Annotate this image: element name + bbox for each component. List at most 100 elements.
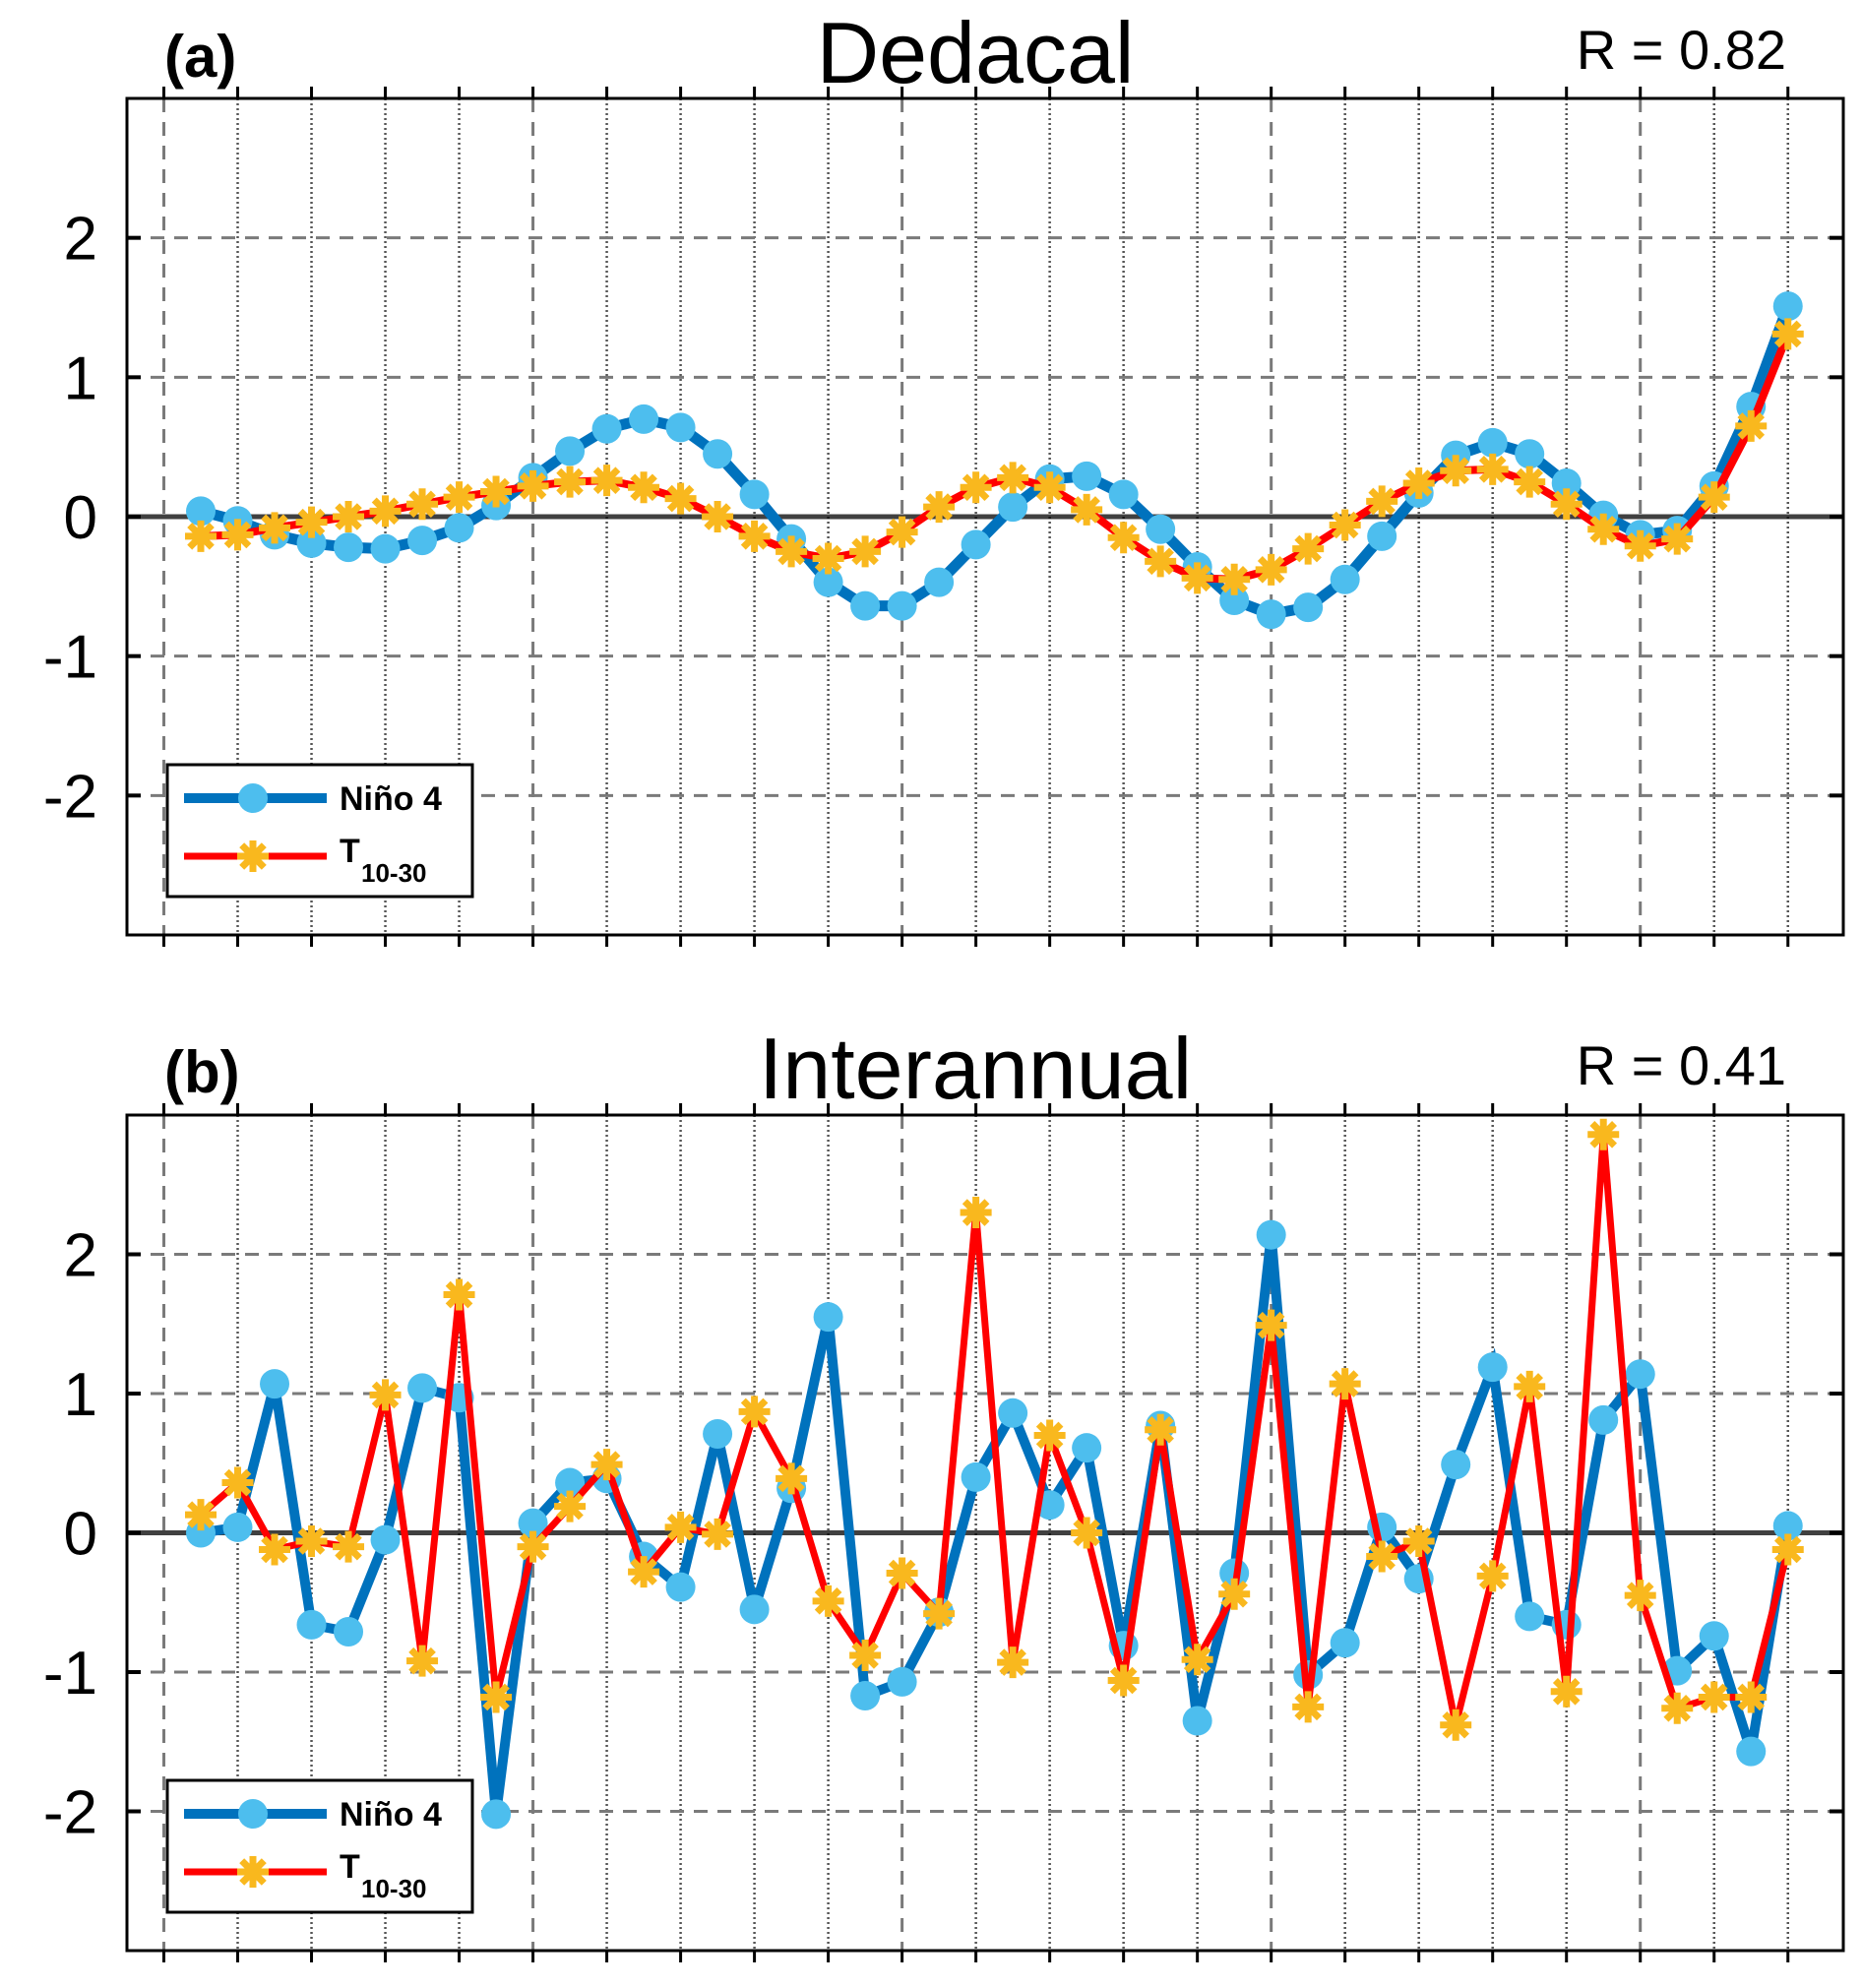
nino4-point — [1330, 1628, 1360, 1658]
t1030-point — [1071, 1517, 1103, 1549]
star-spoke — [482, 477, 510, 506]
y-tick-label: 1 — [64, 344, 97, 412]
star-spoke — [1035, 473, 1064, 502]
nino4-point — [1772, 1511, 1803, 1541]
star-spoke — [1257, 556, 1285, 584]
legend-nino4-label: Niño 4 — [340, 780, 442, 818]
star-spoke — [1663, 525, 1692, 553]
t1030-point — [369, 1379, 402, 1411]
t1030-point — [1033, 1419, 1066, 1452]
nino4-point — [1515, 1601, 1545, 1632]
nino4-point — [1293, 592, 1324, 623]
t1030-point — [406, 488, 439, 521]
plot-border — [125, 1113, 1845, 1953]
t1030-markers — [185, 318, 1804, 595]
t1030-point — [960, 471, 992, 504]
star-spoke — [592, 1451, 621, 1478]
nino4-point — [887, 590, 917, 621]
t1030-point — [1440, 455, 1472, 487]
star-spoke — [1368, 487, 1396, 516]
t1030-point — [1661, 1692, 1694, 1724]
legend-t1030-marker — [237, 1856, 269, 1888]
star-spoke — [1147, 1416, 1174, 1444]
nino4-point — [1551, 468, 1582, 498]
t1030-point — [590, 465, 623, 497]
nino4-point — [334, 1616, 364, 1646]
star-spoke — [1257, 1311, 1285, 1339]
t1030-point — [1476, 1560, 1509, 1592]
t1030-point — [886, 1557, 918, 1589]
nino4-markers — [186, 1219, 1803, 1830]
star-spoke — [223, 1468, 252, 1497]
t1030-point — [664, 1511, 697, 1543]
star-spoke — [704, 1521, 731, 1548]
nino4-point — [518, 1508, 548, 1538]
t1030-point — [406, 1645, 439, 1677]
nino4-point — [739, 1594, 770, 1625]
star-spoke — [297, 508, 326, 536]
nino4-point — [444, 513, 474, 543]
t1030-point — [1624, 1580, 1656, 1612]
star-spoke — [1183, 564, 1211, 592]
star-spoke — [1773, 1535, 1802, 1564]
t1030-point — [1181, 1644, 1213, 1676]
star-spoke — [482, 1683, 510, 1711]
axes-frame: 2 1 0 -1 -2 — [43, 1103, 1845, 1962]
y-tick-label: 2 — [64, 1222, 97, 1290]
t1030-point — [776, 1462, 808, 1495]
t1030-point — [185, 1499, 217, 1531]
t1030-point — [443, 481, 475, 514]
nino4-point — [370, 533, 401, 564]
star-spoke — [1478, 1562, 1507, 1590]
y-tick-label: -2 — [43, 1779, 97, 1847]
legend-nino4-marker — [238, 783, 268, 813]
star-spoke — [592, 466, 621, 494]
t1030-point — [1366, 1540, 1398, 1573]
y-tick-label: 0 — [64, 1501, 97, 1569]
t1030-point — [1661, 523, 1694, 555]
legend-nino4-label: Niño 4 — [340, 1796, 442, 1833]
t1030-point — [849, 1640, 882, 1672]
nino4-point — [1256, 1219, 1286, 1250]
star-spoke — [666, 484, 695, 513]
star-spoke — [239, 842, 267, 870]
t1030-point — [1329, 1368, 1361, 1400]
star-spoke — [777, 537, 805, 566]
legend-t1030-label: T — [340, 833, 360, 870]
nino4-point — [1441, 1450, 1471, 1480]
nino4-point — [222, 1512, 253, 1542]
nino4-point — [481, 1799, 512, 1830]
star-spoke — [1552, 1678, 1581, 1706]
y-tick-label: -2 — [43, 763, 97, 831]
t1030-point — [1476, 453, 1509, 485]
legend-box — [165, 763, 474, 899]
t1030-point — [738, 1396, 771, 1428]
star-spoke — [1737, 412, 1766, 440]
t1030-line — [198, 1134, 1792, 1726]
nino4-point — [296, 528, 327, 558]
t1030-line — [200, 332, 1792, 584]
star-spoke — [1183, 1646, 1211, 1674]
t1030-point — [1514, 1370, 1546, 1402]
nino4-point — [1108, 479, 1139, 510]
star-spoke — [1073, 496, 1100, 524]
nino4-point — [1477, 1352, 1508, 1383]
nino4-point — [296, 1609, 327, 1640]
nino4-point — [555, 436, 586, 466]
y-tick-label: 0 — [64, 484, 97, 552]
plot-border — [125, 96, 1845, 937]
star-spoke — [1331, 511, 1359, 539]
star-spoke — [777, 1464, 805, 1493]
t1030-point — [1440, 1708, 1472, 1741]
star-spoke — [666, 1514, 695, 1541]
nino4-point — [1367, 521, 1397, 551]
t1030-point — [738, 520, 771, 552]
nino4-point — [1736, 1736, 1767, 1767]
nino4-point — [998, 1398, 1028, 1428]
nino4-point — [591, 413, 622, 444]
t1030-point — [1255, 1309, 1287, 1341]
star-spoke — [1552, 490, 1581, 519]
t1030-point — [1218, 1578, 1251, 1610]
star-spoke — [1035, 1421, 1064, 1450]
t1030-point — [1402, 1524, 1435, 1557]
